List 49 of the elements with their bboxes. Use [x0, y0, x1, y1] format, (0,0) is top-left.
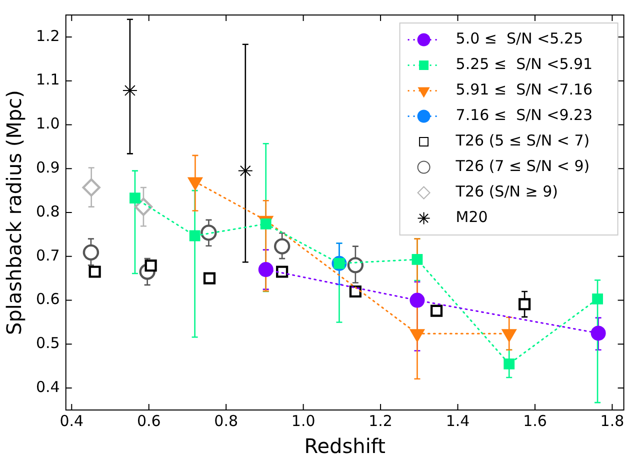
x-tick-label: 0.6: [136, 412, 161, 430]
point: [592, 294, 603, 304]
y-axis-title: Splashback radius (Mpc): [2, 90, 26, 335]
point: [347, 257, 364, 274]
point: [134, 198, 153, 216]
x-tick-label: 1.0: [291, 412, 316, 430]
legend-label: M20: [456, 208, 488, 226]
point: [200, 224, 217, 241]
point: [130, 192, 140, 204]
point: [258, 262, 274, 278]
legend-label: T26 (5 ≤ S/N < 7): [454, 132, 590, 150]
point: [189, 230, 200, 242]
point: [410, 292, 425, 308]
point: [590, 326, 606, 341]
point: [88, 266, 101, 278]
point: [276, 266, 288, 278]
point: [238, 163, 253, 178]
x-tick-label: 1.8: [600, 412, 624, 430]
x-tick-label: 1.2: [368, 412, 392, 430]
y-tick-label: 0.9: [36, 158, 60, 176]
y-tick-label: 0.7: [36, 246, 60, 264]
point: [412, 254, 423, 265]
point: [203, 272, 216, 284]
y-tick-label: 1.2: [36, 26, 60, 45]
point: [260, 218, 272, 230]
legend-label: T26 (7 ≤ S/N < 9): [454, 157, 590, 176]
legend-label: 7.16 ≤ S/N <9.23: [456, 106, 593, 124]
point: [82, 178, 100, 197]
point: [518, 298, 531, 310]
point: [274, 238, 290, 254]
legend-label: 5.0 ≤ S/N <5.25: [456, 30, 584, 48]
y-tick-label: 0.4: [36, 378, 60, 396]
point: [82, 244, 100, 261]
y-tick-label: 0.5: [36, 334, 60, 352]
point: [122, 82, 138, 98]
legend-label: 5.25 ≤ S/N <5.91: [456, 55, 593, 74]
y-tick-label: 1.0: [36, 114, 60, 133]
legend-label: 5.91 ≤ S/N <7.16: [456, 80, 593, 99]
x-tick-label: 1.4: [446, 412, 470, 430]
y-tick-label: 0.6: [36, 290, 60, 308]
x-tick-label: 0.4: [60, 412, 84, 430]
point: [430, 304, 443, 317]
legend-label: T26 (S/N ≥ 9): [454, 182, 558, 201]
y-tick-label: 0.8: [36, 202, 60, 220]
x-tick-label: 0.8: [214, 412, 238, 430]
x-axis-title: Redshift: [304, 434, 386, 458]
point: [504, 358, 515, 370]
y-tick-label: 1.1: [36, 70, 60, 89]
x-tick-label: 1.6: [523, 412, 547, 430]
